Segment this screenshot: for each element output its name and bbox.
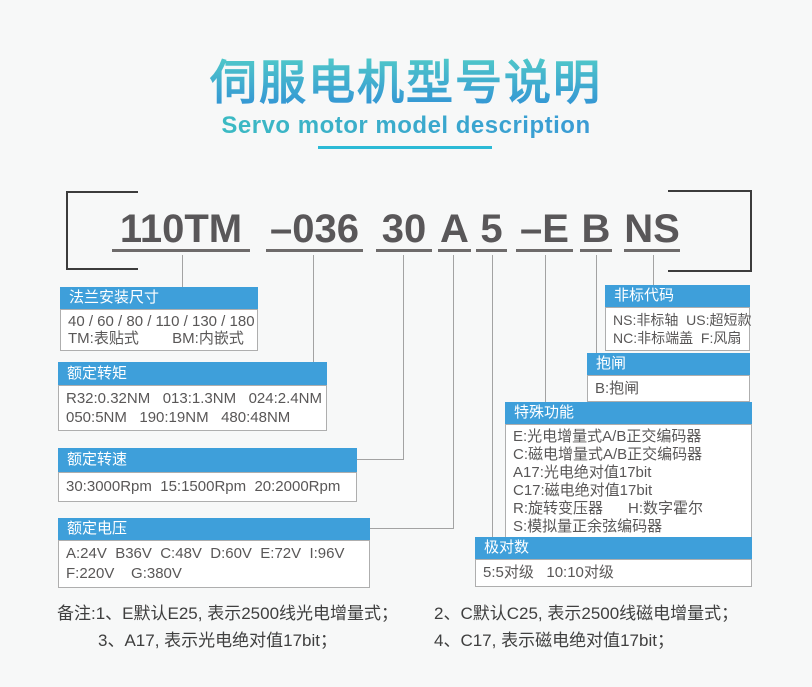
connector-line-voltage — [453, 255, 454, 529]
page-title: 伺服电机型号说明 — [0, 44, 812, 113]
box-nonstandard-header: 非标代码 — [605, 285, 750, 307]
model-segment-speed: 30 — [376, 204, 432, 252]
box-line: C17:磁电绝对值17bit — [513, 482, 653, 499]
connector-line-frame-size — [182, 255, 183, 287]
box-flange-body: 40 / 60 / 80 / 110 / 130 / 180 TM:表贴式 BM… — [60, 309, 258, 351]
box-line: E:光电增量式A/B正交编码器 — [513, 428, 702, 445]
connector-line-torque — [313, 255, 314, 362]
box-line: NC:非标端盖 F:风扇 — [613, 330, 742, 346]
connector-line-special — [545, 255, 546, 402]
box-rated-speed: 额定转速 30:3000Rpm 15:1500Rpm 20:2000Rpm — [58, 448, 357, 502]
box-line: S:模拟量正余弦编码器 — [513, 518, 663, 535]
connector-line-speed — [403, 255, 404, 460]
box-special-body: E:光电增量式A/B正交编码器 C:磁电增量式A/B正交编码器 A17:光电绝对… — [505, 424, 752, 540]
box-line: A:24V B36V C:48V D:60V E:72V I:96V — [66, 545, 345, 562]
model-segment-voltage: A — [438, 204, 471, 252]
box-line: 5:5对级 10:10对级 — [483, 564, 614, 581]
box-brake-body: B:抱闸 — [587, 375, 750, 402]
note-4: 4、C17, 表示磁电绝对值17bit； — [434, 631, 674, 650]
box-line: 050:5NM 190:19NM 480:48NM — [66, 409, 291, 426]
box-torque-body: R32:0.32NM 013:1.3NM 024:2.4NM 050:5NM 1… — [58, 385, 327, 431]
left-bracket — [66, 191, 138, 270]
box-brake-header: 抱闸 — [587, 353, 750, 375]
title-underline — [318, 146, 492, 149]
box-rated-voltage: 额定电压 A:24V B36V C:48V D:60V E:72V I:96V … — [58, 518, 370, 588]
box-special-header: 特殊功能 — [505, 402, 752, 424]
connector-elbow-speed — [357, 459, 404, 460]
box-line: 30:3000Rpm 15:1500Rpm 20:2000Rpm — [66, 478, 341, 495]
box-voltage-header: 额定电压 — [58, 518, 370, 540]
note-2: 2、C默认C25, 表示2500线磁电增量式； — [434, 604, 739, 623]
box-line: TM:表贴式 BM:内嵌式 — [68, 330, 244, 347]
connector-line-brake — [596, 255, 597, 353]
box-pole-pairs: 极对数 5:5对级 10:10对级 — [475, 537, 752, 587]
box-poles-body: 5:5对级 10:10对级 — [475, 559, 752, 587]
box-nonstandard-body: NS:非标轴 US:超短款 NC:非标端盖 F:风扇 — [605, 307, 752, 351]
connector-elbow-voltage — [370, 528, 454, 529]
model-segment-nonstandard: NS — [624, 204, 680, 252]
connector-line-nonstandard — [653, 255, 654, 285]
model-segment-brake: B — [580, 204, 612, 252]
box-line: C:磁电增量式A/B正交编码器 — [513, 446, 703, 463]
box-poles-header: 极对数 — [475, 537, 752, 559]
box-line: NS:非标轴 US:超短款 — [613, 312, 752, 328]
box-line: B:抱闸 — [595, 380, 640, 397]
page-subtitle: Servo motor model description — [0, 112, 812, 140]
box-line: R:旋转变压器 H:数字霍尔 — [513, 500, 704, 517]
model-segment-poles: 5 — [476, 204, 507, 252]
box-nonstandard-code: 非标代码 NS:非标轴 US:超短款 NC:非标端盖 F:风扇 — [605, 285, 752, 351]
box-line: R32:0.32NM 013:1.3NM 024:2.4NM — [66, 390, 322, 407]
box-flange-header: 法兰安装尺寸 — [60, 287, 258, 309]
right-bracket — [668, 190, 752, 272]
box-brake: 抱闸 B:抱闸 — [587, 353, 750, 402]
box-speed-header: 额定转速 — [58, 448, 357, 472]
box-voltage-body: A:24V B36V C:48V D:60V E:72V I:96V F:220… — [58, 540, 370, 588]
box-line: F:220V G:380V — [66, 565, 182, 582]
box-rated-torque: 额定转矩 R32:0.32NM 013:1.3NM 024:2.4NM 050:… — [58, 362, 327, 431]
box-line: 40 / 60 / 80 / 110 / 130 / 180 — [68, 313, 255, 330]
box-speed-body: 30:3000Rpm 15:1500Rpm 20:2000Rpm — [58, 472, 357, 502]
connector-line-poles — [492, 255, 493, 537]
box-torque-header: 额定转矩 — [58, 362, 327, 385]
note-1: 备注:1、E默认E25, 表示2500线光电增量式； — [57, 604, 399, 623]
note-3: 3、A17, 表示光电绝对值17bit； — [98, 631, 338, 650]
box-line: A17:光电绝对值17bit — [513, 464, 652, 481]
model-segment-frame-size: 110TM — [112, 204, 250, 252]
model-segment-special: –E — [516, 204, 573, 252]
box-special-function: 特殊功能 E:光电增量式A/B正交编码器 C:磁电增量式A/B正交编码器 A17… — [505, 402, 752, 540]
box-flange-size: 法兰安装尺寸 40 / 60 / 80 / 110 / 130 / 180 TM… — [60, 287, 258, 351]
model-segment-torque: –036 — [266, 204, 363, 252]
